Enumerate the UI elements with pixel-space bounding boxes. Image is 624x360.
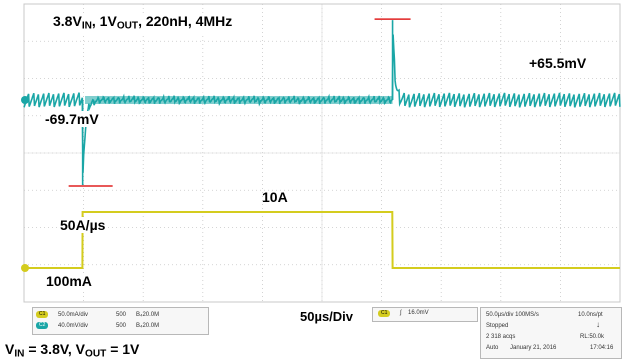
trigger-slope-icon: ∫ <box>400 310 402 316</box>
ch2-chip[interactable]: C2 <box>36 322 49 329</box>
trigger-readout-panel <box>372 307 478 322</box>
peak-markers <box>68 18 411 187</box>
undershoot-label: -69.7mV <box>43 111 101 127</box>
ch1-coupling: B₄20.0M <box>136 312 160 318</box>
acquisition-readout-panel <box>480 307 622 359</box>
acq-count: 2 318 acqs <box>486 334 516 340</box>
ch2-coupling: B₄20.0M <box>136 323 160 329</box>
step-low-label: 100mA <box>44 273 94 289</box>
chart-title: 3.8VIN, 1VOUT, 220nH, 4MHz <box>50 13 236 33</box>
channel-readout-panel <box>32 307 209 335</box>
conditions-label: VIN = 3.8V, VOUT = 1V <box>5 341 140 360</box>
timebase-label: 50µs/Div <box>300 309 354 324</box>
ch1-trace-line <box>24 211 620 269</box>
ch2-scale: 40.0mV/div <box>58 323 89 329</box>
acq-date: January 21, 2016 <box>510 345 557 351</box>
ch1-bw: 500 <box>116 312 127 318</box>
step-high-label: 10A <box>262 189 288 205</box>
trigger-arrow-icon: ↓ <box>596 320 600 329</box>
overshoot-label: +65.5mV <box>527 55 589 71</box>
record-interval: 10.0ns/pt <box>578 312 603 318</box>
acq-rate: 50.0µs/div 100MS/s <box>486 312 539 318</box>
ch1-scale: 50.0mA/div <box>58 312 89 318</box>
ch1-level-marker <box>21 264 29 272</box>
ch2-noise-band <box>85 96 393 104</box>
ch1-chip[interactable]: C1 <box>36 311 49 318</box>
trigger-level: 16.0mV <box>408 310 429 316</box>
slew-rate-label: 50A/µs <box>58 217 108 233</box>
acq-mode: Auto <box>486 345 499 351</box>
ch2-bw: 500 <box>116 323 127 329</box>
ch1-load-current-trace <box>24 211 620 269</box>
scope-grid <box>23 3 621 303</box>
ch2-level-marker <box>21 96 29 104</box>
ch2-output-voltage-trace <box>23 20 621 185</box>
acq-time: 17:04:16 <box>590 345 614 351</box>
channel-level-markers <box>21 96 29 272</box>
trigger-chip[interactable]: C1 <box>378 310 391 317</box>
acq-state: Stopped <box>486 323 509 329</box>
record-length: RL:50.0k <box>580 334 605 340</box>
